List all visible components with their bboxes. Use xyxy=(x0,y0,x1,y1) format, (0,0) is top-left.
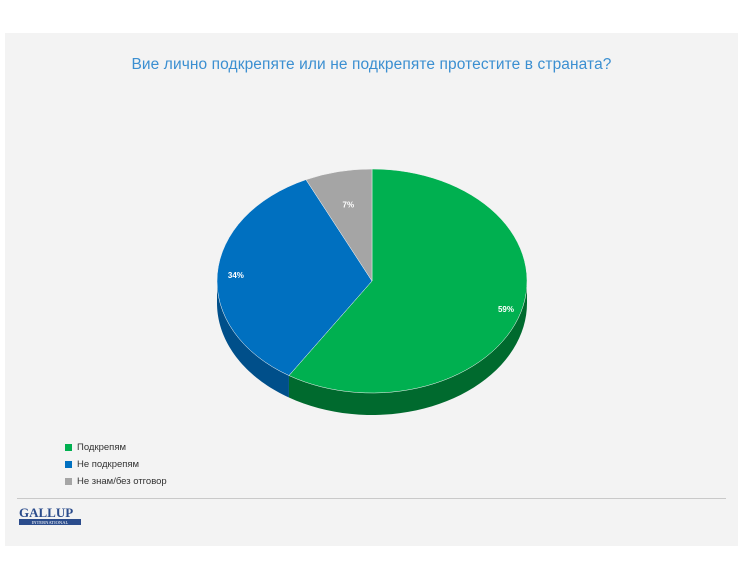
data-label-0: 59% xyxy=(498,305,514,314)
pie-slice-2 xyxy=(305,168,373,282)
legend-swatch xyxy=(65,461,72,468)
legend-item-dont-know: Не знам/без отговор xyxy=(65,473,167,490)
legend-swatch xyxy=(65,478,72,485)
logo-text: GALLUP xyxy=(19,505,73,520)
gallup-logo: GALLUP INTERNATIONAL xyxy=(19,505,81,525)
legend-item-no-support: Не подкрепям xyxy=(65,456,167,473)
legend: Подкрепям Не подкрепям Не знам/без отгов… xyxy=(65,439,167,490)
pie-chart: 59% 34% 7% xyxy=(216,168,528,415)
legend-label: Не знам/без отговор xyxy=(77,476,167,487)
pie-side-1 xyxy=(217,281,289,398)
chart-title: Вие лично подкрепяте или не подкрепяте п… xyxy=(131,56,612,73)
legend-item-support: Подкрепям xyxy=(65,439,167,456)
data-label-2: 7% xyxy=(343,201,355,210)
legend-label: Не подкрепям xyxy=(77,459,140,470)
pie-sides xyxy=(217,281,527,415)
data-labels: 59% 34% 7% xyxy=(228,201,514,315)
pie-slices xyxy=(216,168,528,394)
pie-slice-0 xyxy=(288,168,528,394)
slide: Вие лично подкрепяте или не подкрепяте п… xyxy=(5,33,738,546)
legend-swatch xyxy=(65,444,72,451)
footer-divider xyxy=(17,498,726,499)
pie-slice-1 xyxy=(216,179,373,376)
logo-subtext: INTERNATIONAL xyxy=(32,520,69,525)
legend-label: Подкрепям xyxy=(77,442,126,453)
data-label-1: 34% xyxy=(228,271,244,280)
pie-side-0 xyxy=(288,281,527,415)
